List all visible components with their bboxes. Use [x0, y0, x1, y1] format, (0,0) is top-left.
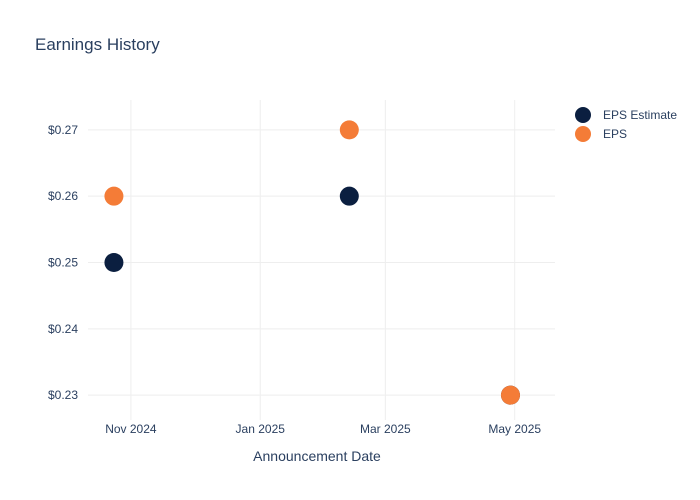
legend-item-eps[interactable]: EPS — [575, 126, 627, 142]
y-tick-label: $0.26 — [48, 189, 78, 203]
x-tick-labels: Nov 2024 Jan 2025 Mar 2025 May 2025 — [105, 422, 541, 436]
chart-title: Earnings History — [35, 35, 160, 54]
y-tick-label: $0.25 — [48, 256, 78, 270]
x-gridlines — [130, 100, 516, 420]
x-tick-label: May 2025 — [488, 422, 541, 436]
legend-marker — [575, 126, 591, 142]
legend-marker — [575, 107, 591, 123]
legend-label: EPS Estimate — [603, 108, 677, 122]
eps-estimate-point[interactable] — [104, 253, 124, 272]
eps-estimate-point[interactable] — [339, 186, 359, 206]
legend-label: EPS — [603, 127, 627, 141]
x-tick-label: Mar 2025 — [360, 422, 411, 436]
data-points — [104, 120, 520, 405]
x-tick-label: Jan 2025 — [236, 422, 286, 436]
y-tick-label: $0.23 — [48, 388, 78, 402]
legend-item-eps-estimate[interactable]: EPS Estimate — [575, 107, 677, 123]
y-tick-label: $0.24 — [48, 322, 78, 336]
x-tick-label: Nov 2024 — [105, 422, 157, 436]
eps-point[interactable] — [500, 385, 520, 405]
y-tick-label: $0.27 — [48, 123, 78, 137]
legend[interactable]: EPS Estimate EPS — [575, 107, 677, 142]
eps-point[interactable] — [339, 120, 359, 140]
y-tick-labels: $0.23 $0.24 $0.25 $0.26 $0.27 — [48, 123, 78, 402]
eps-point[interactable] — [104, 186, 124, 206]
y-gridlines — [88, 129, 555, 396]
x-axis-title: Announcement Date — [253, 448, 381, 464]
